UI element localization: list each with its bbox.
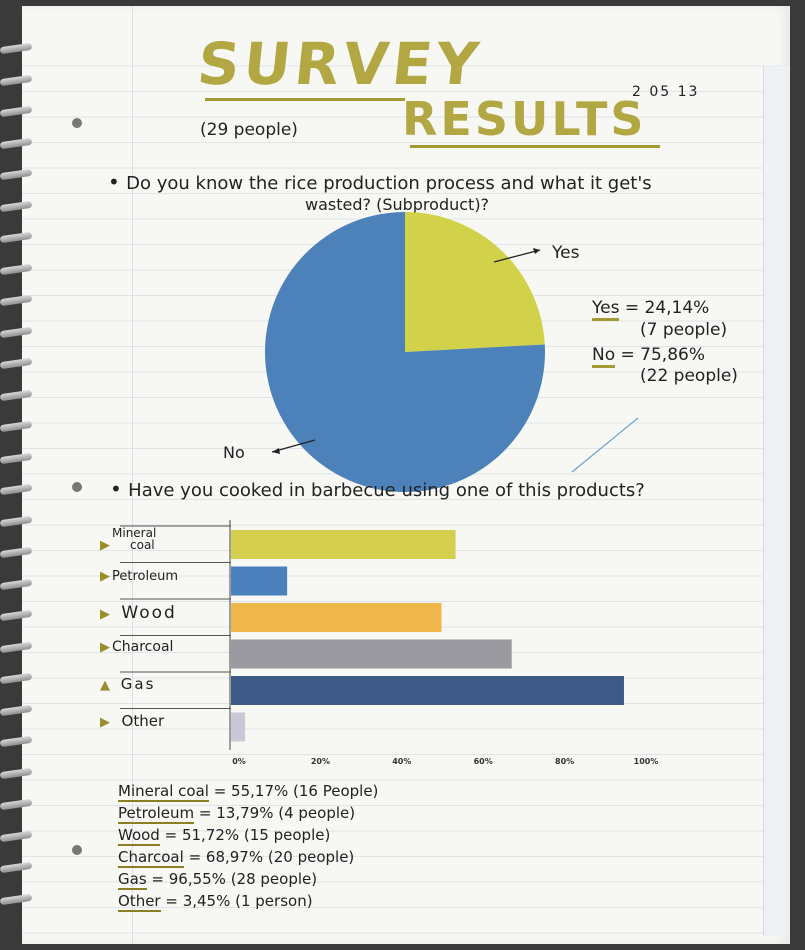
bar-mineral-coal xyxy=(231,530,456,559)
bar-label-petroleum: ▶ Petroleum xyxy=(100,569,178,584)
bar-label-text: Gas xyxy=(120,675,156,693)
question-1-line-1: Do you know the rice production process … xyxy=(126,173,652,194)
bullet-icon: • xyxy=(108,170,127,194)
result-value: = 13,79% (4 people) xyxy=(194,804,356,822)
bar-label-mineral-coal: ▶Mineral coal xyxy=(100,527,156,553)
result-key: Wood xyxy=(118,826,160,846)
bar-gas xyxy=(231,676,624,705)
bar-petroleum xyxy=(231,566,288,596)
bullet-icon: • xyxy=(110,477,129,501)
bar-label-gas: ▲ Gas xyxy=(100,675,155,693)
pie-label-yes: Yes xyxy=(551,243,580,263)
title-results: RESULTS xyxy=(402,92,647,146)
result-value: = 55,17% (16 People) xyxy=(208,782,379,800)
arrow-icon: ▶ xyxy=(100,640,110,655)
bar-wood xyxy=(231,603,442,632)
pie-legend-no: No = 75,86% xyxy=(592,345,705,368)
arrow-icon xyxy=(533,248,540,254)
result-line: Wood = 51,72% (15 people) xyxy=(118,826,331,846)
result-value: = 3,45% (1 person) xyxy=(160,892,313,910)
x-tick-label: 0% xyxy=(232,757,246,766)
title-underline xyxy=(205,98,405,101)
bar-label-wood: ▶ Wood xyxy=(100,603,177,623)
punch-hole xyxy=(72,482,82,492)
result-key: Petroleum xyxy=(118,804,195,824)
result-line: Mineral coal = 55,17% (16 People) xyxy=(118,782,379,802)
legend-key: Yes xyxy=(592,298,620,321)
x-tick-label: 100% xyxy=(633,757,659,766)
bar-label-line: Mineral xyxy=(112,526,157,540)
result-key: Mineral coal xyxy=(118,782,209,802)
x-tick-label: 20% xyxy=(310,757,330,766)
bar-label-text: Other xyxy=(121,712,165,730)
page-edge xyxy=(763,66,790,936)
result-line: Charcoal = 68,97% (20 people) xyxy=(118,848,355,868)
pie-slice-no xyxy=(264,212,545,492)
pen-stroke xyxy=(571,417,639,473)
result-line: Other = 3,45% (1 person) xyxy=(118,892,313,912)
bar-label-line: coal xyxy=(130,538,155,552)
arrow-icon: ▶ xyxy=(100,569,110,584)
bar-label-text: Charcoal xyxy=(112,639,174,655)
arrow-icon xyxy=(272,448,280,454)
bar-other xyxy=(231,712,246,742)
result-line: Gas = 96,55% (28 people) xyxy=(118,870,318,890)
legend-people: (22 people) xyxy=(640,366,738,386)
result-value: = 68,97% (20 people) xyxy=(183,848,355,866)
x-tick-label: 80% xyxy=(555,757,575,766)
arrow-icon: ▶ xyxy=(100,538,110,553)
pie-label-no: No xyxy=(223,443,245,462)
arrow-icon: ▶ xyxy=(100,715,110,730)
arrow-icon: ▶ xyxy=(100,607,112,622)
result-line: Petroleum = 13,79% (4 people) xyxy=(118,804,356,824)
bar-label-text: Wood xyxy=(121,603,177,623)
x-tick-label: 60% xyxy=(473,757,493,766)
question-2: • Have you cooked in barbecue using one … xyxy=(110,477,645,501)
title-underline xyxy=(410,145,660,148)
notebook-page xyxy=(22,6,790,944)
legend-value: = 24,14% xyxy=(624,298,710,318)
question-1: • Do you know the rice production proces… xyxy=(108,170,652,194)
punch-hole xyxy=(72,845,82,855)
legend-key: No xyxy=(592,345,616,368)
result-key: Gas xyxy=(118,870,147,890)
bar-charcoal xyxy=(231,639,512,669)
arrow-icon: ▲ xyxy=(100,678,112,693)
legend-people: (7 people) xyxy=(640,320,728,340)
margin-line xyxy=(132,6,133,944)
punch-hole xyxy=(72,118,82,128)
x-tick-label: 40% xyxy=(392,757,412,766)
bar-label-text: Petroleum xyxy=(112,569,178,584)
participants-count: (29 people) xyxy=(200,120,298,140)
question-1-line-2: wasted? (Subproduct)? xyxy=(305,195,490,214)
bar-label-charcoal: ▶ Charcoal xyxy=(100,639,173,655)
bar-label-other: ▶ Other xyxy=(100,712,164,730)
result-key: Charcoal xyxy=(118,848,184,868)
arrow-icon xyxy=(493,249,541,263)
date-label: 2 05 13 xyxy=(632,84,700,100)
result-value: = 96,55% (28 people) xyxy=(146,870,318,888)
result-key: Other xyxy=(118,892,161,912)
pie-slice-yes xyxy=(405,212,545,352)
question-2-text: Have you cooked in barbecue using one of… xyxy=(128,480,645,501)
pie-legend-yes: Yes = 24,14% xyxy=(592,298,710,321)
result-value: = 51,72% (15 people) xyxy=(159,826,331,844)
legend-value: = 75,86% xyxy=(620,345,705,365)
